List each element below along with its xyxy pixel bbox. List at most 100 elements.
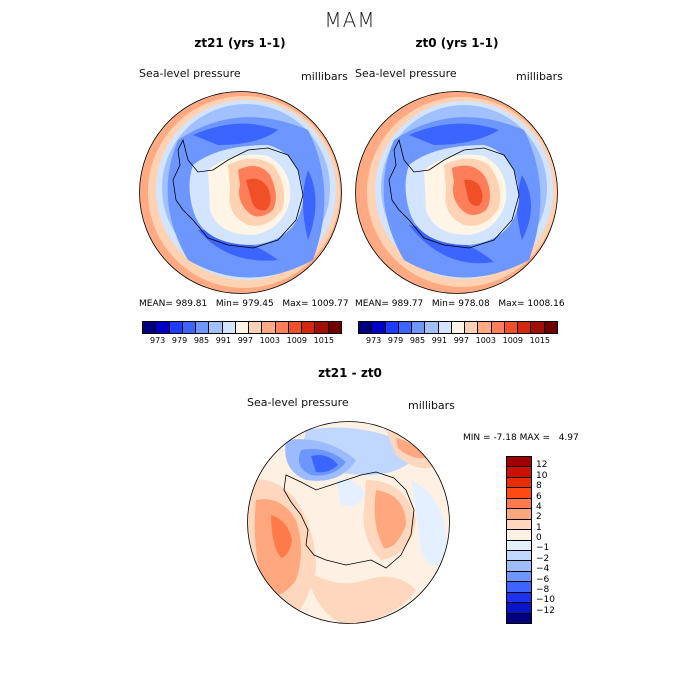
- colorbar-label: 973: [366, 336, 382, 345]
- diff-colorbar-swatch: [507, 540, 531, 551]
- diff-colorbar-label: 0: [536, 533, 542, 543]
- colorbar-swatch: [249, 322, 263, 333]
- diff-colorbar-label: 2: [536, 512, 542, 523]
- diff-colorbar-swatch: [507, 571, 531, 583]
- colorbar-swatch: [288, 322, 303, 333]
- panel-1-colorbar-swatches: [142, 321, 342, 334]
- panel-2-mean-label: MEAN=: [355, 299, 389, 309]
- diff-colorbar-label: −12: [536, 605, 555, 616]
- colorbar-swatch: [504, 322, 519, 333]
- diff-panel-units: millibars: [408, 399, 455, 412]
- colorbar-swatch: [302, 322, 316, 333]
- panel-2-units: millibars: [516, 70, 563, 83]
- panel-2-min: 978.08: [458, 299, 490, 309]
- colorbar-label: 997: [453, 336, 469, 345]
- diff-min-label: MIN =: [463, 433, 491, 443]
- colorbar-label: 973: [150, 336, 166, 345]
- diff-max-label: MAX =: [519, 433, 551, 443]
- panel-1-mean: 989.81: [175, 299, 208, 309]
- diff-colorbar-swatch: [507, 550, 531, 562]
- colorbar-swatch: [359, 322, 373, 333]
- panel-2-stats: MEAN= 989.77 Min= 978.08 Max= 1008.16: [355, 299, 565, 309]
- diff-colorbar-label: −6: [536, 574, 550, 585]
- diff-colorbar-label: 1: [536, 522, 542, 533]
- colorbar-swatch: [315, 322, 329, 333]
- panel-2-title: zt0 (yrs 1-1): [415, 36, 499, 50]
- diff-colorbar-label: 8: [536, 481, 542, 492]
- colorbar-label: 1009: [502, 336, 523, 345]
- diff-colorbar-swatch: [507, 498, 531, 510]
- diff-colorbar-label: −8: [536, 584, 550, 595]
- colorbar-label: 991: [431, 336, 448, 345]
- colorbar-swatch: [328, 322, 341, 333]
- colorbar-swatch: [438, 322, 452, 333]
- diff-colorbar-swatch: [507, 530, 531, 541]
- panel-2-mean: 989.77: [391, 299, 424, 309]
- colorbar-swatch: [544, 322, 557, 333]
- diff-colorbar-swatch: [507, 509, 531, 520]
- colorbar-swatch: [491, 322, 505, 333]
- colorbar-swatch: [478, 322, 492, 333]
- panel-2-colorbar-labels: 973 979 985 991 997 1003 1009 1015: [358, 336, 558, 345]
- panel-2-polar-map: [355, 91, 558, 294]
- colorbar-label: 997: [237, 336, 253, 345]
- colorbar-swatch: [182, 322, 197, 333]
- colorbar-swatch: [372, 322, 386, 333]
- diff-colorbar-label: −10: [536, 595, 555, 606]
- colorbar-swatch: [531, 322, 545, 333]
- panel-1-units: millibars: [301, 70, 348, 83]
- panel-1-colorbar-labels: 973 979 985 991 997 1003 1009 1015: [142, 336, 342, 345]
- diff-colorbar-swatch: [507, 561, 531, 572]
- diff-colorbar-swatch: [507, 488, 531, 499]
- colorbar-swatch: [235, 322, 250, 333]
- diff-colorbar-swatch: [507, 592, 531, 604]
- diff-colorbar-label: −2: [536, 553, 550, 564]
- diff-colorbar-label: 4: [536, 501, 542, 512]
- panel-2-max: 1008.16: [527, 299, 565, 309]
- diff-minmax: MIN = -7.18 MAX = 4.97: [463, 433, 579, 443]
- panel-1-max-label: Max=: [282, 299, 309, 309]
- diff-colorbar-label: −1: [536, 543, 550, 554]
- colorbar-label: 1003: [259, 336, 280, 345]
- colorbar-swatch: [275, 322, 289, 333]
- colorbar-swatch: [518, 322, 532, 333]
- diff-colorbar-label: 6: [536, 491, 542, 502]
- colorbar-label: 985: [193, 336, 210, 345]
- colorbar-swatch: [465, 322, 479, 333]
- colorbar-label: 1003: [475, 336, 496, 345]
- diff-colorbar-swatch: [507, 467, 531, 478]
- panel-1-stats: MEAN= 989.81 Min= 979.45 Max= 1009.77: [139, 299, 349, 309]
- panel-2-colorbar-swatches: [358, 321, 558, 334]
- panel-1-min-label: Min=: [215, 299, 240, 309]
- panel-1-variable: Sea-level pressure: [139, 67, 241, 80]
- panel-2-variable: Sea-level pressure: [355, 67, 457, 80]
- diff-min: -7.18: [493, 433, 517, 443]
- diff-colorbar-label: 12: [536, 460, 548, 471]
- diff-panel-title: zt21 - zt0: [318, 366, 382, 380]
- panel-1-title: zt21 (yrs 1-1): [194, 36, 286, 50]
- diff-colorbar-swatch: [507, 519, 531, 531]
- colorbar-swatch: [412, 322, 426, 333]
- colorbar-label: 1015: [529, 336, 550, 345]
- colorbar-label: 1009: [286, 336, 307, 345]
- colorbar-swatch: [385, 322, 399, 333]
- panel-2-colorbar: 973 979 985 991 997 1003 1009 1015: [358, 321, 558, 345]
- diff-colorbar-label: 10: [536, 470, 548, 481]
- colorbar-swatch: [262, 322, 276, 333]
- diff-polar-map: [247, 421, 450, 624]
- panel-2-min-label: Min=: [431, 299, 456, 309]
- diff-panel-variable: Sea-level pressure: [247, 396, 349, 409]
- colorbar-swatch: [451, 322, 466, 333]
- diff-colorbar-swatch: [507, 603, 531, 614]
- panel-1-polar-map: [139, 91, 342, 294]
- colorbar-swatch: [156, 322, 170, 333]
- panel-1-colorbar: 973 979 985 991 997 1003 1009 1015: [142, 321, 342, 345]
- diff-colorbar-swatch: [507, 582, 531, 593]
- colorbar-swatch: [398, 322, 413, 333]
- diff-max: 4.97: [558, 433, 579, 443]
- panel-1-max: 1009.77: [311, 299, 349, 309]
- colorbar-swatch: [209, 322, 223, 333]
- colorbar-label: 985: [409, 336, 426, 345]
- colorbar-label: 991: [215, 336, 232, 345]
- diff-colorbar-swatch: [507, 613, 531, 623]
